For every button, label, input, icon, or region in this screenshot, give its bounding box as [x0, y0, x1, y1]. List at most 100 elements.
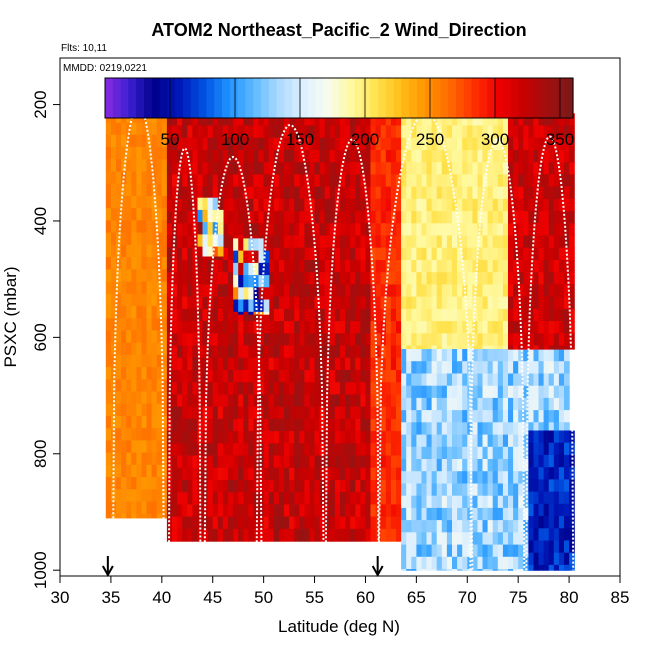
- heatmap-cell: [441, 471, 448, 484]
- heatmap-cell: [350, 455, 356, 469]
- heatmap-cell: [121, 318, 127, 331]
- x-tick-label: 45: [203, 588, 222, 607]
- heatmap-cell: [482, 235, 489, 249]
- heatmap-cell: [161, 232, 168, 246]
- heatmap-cell: [390, 467, 397, 481]
- heatmap-cell: [513, 198, 519, 212]
- heatmap-cell: [187, 480, 193, 493]
- heatmap-cell: [192, 406, 199, 420]
- heatmap-cell: [365, 137, 372, 151]
- heatmap-cell: [222, 308, 229, 322]
- heatmap-cell: [340, 247, 346, 261]
- heatmap-cell: [324, 162, 331, 175]
- heatmap-cell: [197, 504, 204, 518]
- heatmap-cell: [426, 434, 433, 448]
- heatmap-cell: [553, 247, 560, 261]
- heatmap-cell: [222, 321, 229, 334]
- heatmap-cell: [411, 507, 417, 521]
- heatmap-cell: [212, 431, 219, 444]
- heatmap-cell: [543, 528, 550, 542]
- heatmap-cell: [421, 422, 428, 436]
- heatmap-cell: [263, 125, 270, 139]
- heatmap-cell: [487, 247, 494, 261]
- heatmap-cell: [533, 410, 540, 423]
- heatmap-cell: [340, 455, 346, 469]
- heatmap-cell: [268, 260, 275, 273]
- heatmap-cell: [462, 349, 468, 362]
- heatmap-cell: [161, 269, 168, 283]
- heatmap-cell: [421, 333, 428, 347]
- heatmap-cell: [212, 260, 219, 273]
- heatmap-cell: [334, 443, 341, 457]
- heatmap-cell: [543, 296, 550, 310]
- heatmap-cell: [406, 556, 412, 570]
- heatmap-cell: [472, 556, 479, 570]
- heatmap-cell: [513, 284, 519, 298]
- heatmap-cell: [487, 211, 494, 224]
- heatmap-cell: [248, 516, 255, 530]
- heatmap-cell: [248, 528, 255, 542]
- heatmap-cell: [309, 260, 316, 273]
- heatmap-cell: [197, 357, 204, 371]
- heatmap-cell: [340, 528, 346, 542]
- heatmap-cell: [319, 443, 326, 457]
- heatmap-cell: [497, 223, 504, 237]
- heatmap-cell: [299, 492, 305, 505]
- heatmap-cell: [518, 434, 524, 448]
- heatmap-cell: [329, 504, 336, 518]
- heatmap-cell: [446, 333, 453, 347]
- heatmap-cell: [421, 296, 428, 310]
- heatmap-cell: [324, 296, 331, 310]
- heatmap-cell: [553, 373, 560, 387]
- heatmap-cell: [518, 260, 524, 273]
- heatmap-cell: [508, 446, 514, 460]
- heatmap-cell: [197, 443, 204, 457]
- heatmap-cell: [508, 198, 514, 212]
- heatmap-cell: [553, 345, 560, 350]
- heatmap-cell: [513, 446, 519, 460]
- heatmap-cell: [380, 198, 387, 212]
- heatmap-cell: [492, 569, 499, 571]
- heatmap-cell: [284, 125, 290, 139]
- heatmap-cell: [202, 150, 209, 163]
- heatmap-cell: [441, 385, 448, 399]
- heatmap-cell: [243, 162, 249, 175]
- heatmap-cell: [345, 223, 351, 237]
- heatmap-cell: [161, 159, 168, 173]
- heatmap-cell: [370, 504, 377, 518]
- heatmap-cell: [538, 540, 545, 554]
- heatmap-cell: [467, 150, 473, 163]
- heatmap-cell: [192, 284, 199, 298]
- heatmap-cell: [370, 443, 377, 457]
- heatmap-cell: [314, 516, 321, 530]
- heatmap-cell: [314, 296, 321, 310]
- heatmap-cell: [497, 321, 504, 334]
- heatmap-cell: [380, 467, 387, 481]
- heatmap-cell: [365, 272, 372, 285]
- heatmap-cell: [177, 125, 183, 139]
- heatmap-cell: [564, 308, 570, 322]
- heatmap-cell: [289, 223, 295, 237]
- heatmap-cell: [126, 415, 132, 429]
- heatmap-cell: [538, 528, 545, 542]
- heatmap-cell: [553, 162, 560, 175]
- heatmap-cell: [156, 489, 163, 503]
- heatmap-cell: [263, 299, 270, 313]
- heatmap-cell: [411, 272, 417, 285]
- heatmap-cell: [207, 296, 214, 310]
- heatmap-cell: [105, 342, 112, 356]
- heatmap-cell: [177, 247, 183, 261]
- heatmap-cell: [416, 569, 423, 571]
- heatmap-cell: [161, 513, 168, 519]
- heatmap-cell: [416, 150, 423, 163]
- heatmap-cell: [513, 520, 519, 533]
- heatmap-cell: [502, 247, 509, 261]
- heatmap-cell: [110, 513, 117, 519]
- heatmap-cell: [177, 382, 183, 395]
- heatmap-cell: [385, 308, 392, 322]
- heatmap-cell: [462, 422, 468, 436]
- heatmap-cell: [238, 198, 244, 212]
- heatmap-cell: [284, 504, 290, 518]
- heatmap-cell: [497, 150, 504, 163]
- heatmap-cell: [482, 422, 489, 436]
